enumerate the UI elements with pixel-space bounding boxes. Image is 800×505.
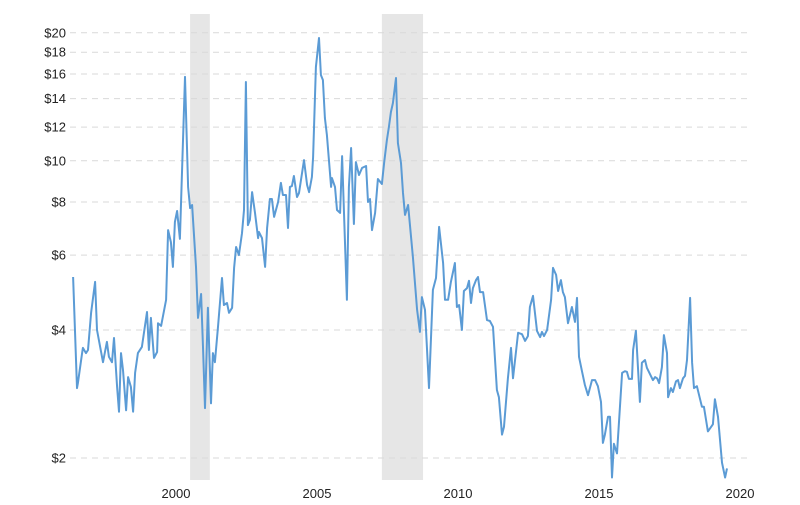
y-tick-label: $8: [52, 195, 66, 210]
recession-band: [190, 14, 210, 480]
y-tick-label: $2: [52, 451, 66, 466]
x-tick-label: 2010: [444, 486, 473, 501]
y-tick-label: $18: [44, 45, 66, 60]
series-layer: [72, 37, 728, 479]
x-axis-labels: 2000 2005 2010 2015 2020: [162, 486, 755, 501]
y-tick-label: $10: [44, 153, 66, 168]
x-tick-label: 2020: [726, 486, 755, 501]
y-tick-label: $14: [44, 91, 66, 106]
y-tick-label: $20: [44, 25, 66, 40]
y-tick-label: $6: [52, 248, 66, 263]
y-axis-labels: $2 $4 $6 $8 $10 $12 $14 $16 $18 $20: [44, 25, 66, 465]
y-tick-label: $12: [44, 120, 66, 135]
price-line: [72, 37, 728, 479]
x-tick-label: 2000: [162, 486, 191, 501]
recession-bands: [190, 14, 424, 480]
recession-band: [381, 14, 424, 480]
x-tick-label: 2005: [303, 486, 332, 501]
x-tick-label: 2015: [585, 486, 614, 501]
y-tick-label: $16: [44, 67, 66, 82]
y-tick-label: $4: [52, 323, 66, 338]
